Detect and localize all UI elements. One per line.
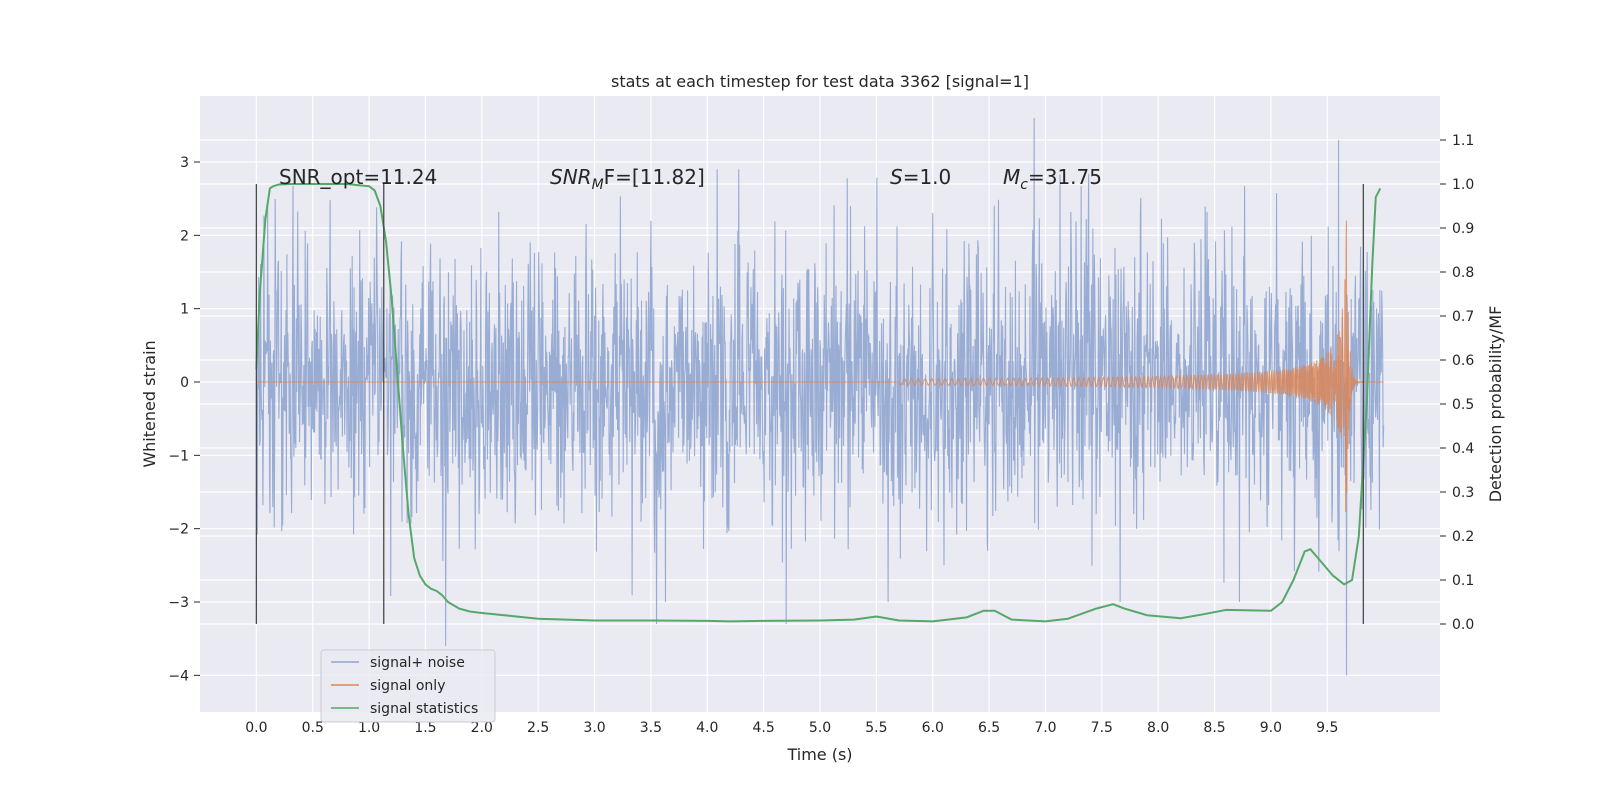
y2-tick-label: 1.0 xyxy=(1452,177,1474,193)
annotation-snr-mf-sub: M xyxy=(592,177,604,193)
y-tick-label: 3 xyxy=(180,155,189,171)
x-tick-label: 4.5 xyxy=(753,720,775,736)
x-tick-label: 6.0 xyxy=(922,720,944,736)
annotation-s: S=1.0 xyxy=(890,165,951,189)
y-tick-label: −4 xyxy=(168,668,189,684)
x-tick-label: 1.5 xyxy=(414,720,436,736)
chart-title: stats at each timestep for test data 336… xyxy=(611,72,1029,91)
legend-label-signal-only: signal only xyxy=(370,678,445,694)
x-tick-label: 9.0 xyxy=(1260,720,1282,736)
x-tick-label: 6.5 xyxy=(978,720,1000,736)
annotations: SNR_opt=11.24 SNRMF=[11.82] S=1.0 Mc=31.… xyxy=(279,165,1102,193)
x-tick-label: 7.0 xyxy=(1034,720,1056,736)
x-tick-label: 3.5 xyxy=(640,720,662,736)
series-signal-statistics xyxy=(255,183,1382,623)
y2-tick-label: 0.3 xyxy=(1452,485,1474,501)
x-tick-label: 8.5 xyxy=(1203,720,1225,736)
y2-tick-label: 0.0 xyxy=(1452,617,1474,633)
x-tick-label: 5.5 xyxy=(865,720,887,736)
annotation-s-rest: =1.0 xyxy=(903,165,952,189)
y2-tick-label: 0.5 xyxy=(1452,397,1474,413)
y2-tick-label: 0.7 xyxy=(1452,309,1474,325)
x-axis-label: Time (s) xyxy=(786,745,852,764)
x-tick-label: 7.5 xyxy=(1091,720,1113,736)
vertical-markers xyxy=(255,184,1364,624)
annotation-mc-name: M xyxy=(1003,165,1020,189)
legend: signal+ noise signal only signal statist… xyxy=(320,649,496,723)
tick-labels: 0.0 0.5 1.0 1.5 2.0 2.5 3.0 3.5 4.0 4.5 5.0 5.5 6.0 6… xyxy=(168,133,1474,736)
y-tick-label: −1 xyxy=(168,448,189,464)
y-tick-label: −2 xyxy=(168,522,189,538)
y2-tick-label: 0.9 xyxy=(1452,221,1474,237)
annotation-snr-mf-name: SNR xyxy=(550,165,592,189)
y-tick-label: 2 xyxy=(180,228,189,244)
y-tick-label: 1 xyxy=(180,302,189,318)
y-tick-label: −3 xyxy=(168,595,189,611)
y2-tick-label: 0.6 xyxy=(1452,353,1474,369)
legend-label-signal-noise: signal+ noise xyxy=(370,655,465,671)
y2-tick-label: 0.2 xyxy=(1452,529,1474,545)
annotation-mc-sub: c xyxy=(1020,177,1028,193)
y-axis-label: Whitened strain xyxy=(140,340,159,467)
x-tick-label: 1.0 xyxy=(358,720,380,736)
y2-axis-label: Detection probability/MF xyxy=(1486,306,1505,503)
x-tick-label: 2.5 xyxy=(527,720,549,736)
annotation-mc: Mc=31.75 xyxy=(1003,165,1102,193)
annotation-snr-opt: SNR_opt=11.24 xyxy=(279,165,437,189)
x-tick-label: 4.0 xyxy=(696,720,718,736)
x-tick-label: 8.0 xyxy=(1147,720,1169,736)
legend-label-signal-statistics: signal statistics xyxy=(370,701,478,717)
annotation-mc-rest: =31.75 xyxy=(1028,165,1102,189)
x-tick-label: 5.0 xyxy=(809,720,831,736)
x-tick-label: 3.0 xyxy=(583,720,605,736)
annotation-snr-mf-rest: F=[11.82] xyxy=(604,165,705,189)
annotation-snr-mf: SNRMF=[11.82] xyxy=(550,165,705,193)
y-tick-label: 0 xyxy=(180,375,189,391)
y2-tick-label: 0.8 xyxy=(1452,265,1474,281)
y2-tick-label: 0.1 xyxy=(1452,573,1474,589)
y2-tick-label: 1.1 xyxy=(1452,133,1474,149)
series-signal-only xyxy=(256,220,1384,513)
legend-box xyxy=(320,649,496,723)
plot-marks xyxy=(255,117,1385,676)
x-tick-label: 2.0 xyxy=(471,720,493,736)
x-tick-label: 0.0 xyxy=(245,720,267,736)
x-tick-label: 0.5 xyxy=(302,720,324,736)
x-tick-label: 9.5 xyxy=(1316,720,1338,736)
y2-tick-label: 0.4 xyxy=(1452,441,1474,457)
annotation-s-name: S xyxy=(890,165,903,189)
